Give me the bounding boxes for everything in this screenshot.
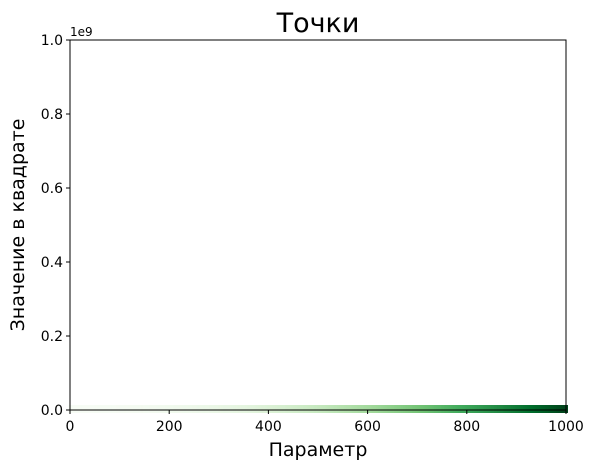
x-tick-label: 0 (66, 419, 75, 435)
x-tick-label: 1000 (548, 419, 584, 435)
y-axis-ticks: 0.0 0.2 0.4 0.6 0.8 1.0 (41, 33, 70, 419)
y-tick-label: 0.0 (41, 403, 63, 419)
x-tick-label: 200 (156, 419, 183, 435)
x-tick-label: 800 (453, 419, 480, 435)
y-tick-label: 0.8 (41, 107, 63, 123)
plot-frame (69, 39, 567, 411)
x-axis-label: Параметр (269, 439, 368, 461)
x-tick-label: 600 (354, 419, 381, 435)
chart-title: Точки (276, 8, 360, 39)
x-axis-ticks: 0 200 400 600 800 1000 (66, 410, 584, 435)
y-tick-label: 0.2 (41, 329, 63, 345)
y-tick-label: 0.4 (41, 255, 63, 271)
y-axis-label: Значение в квадрате (7, 119, 29, 332)
data-points (68, 405, 568, 413)
y-axis-offset-label: 1e9 (70, 25, 93, 39)
plot-area (70, 40, 566, 410)
x-tick-label: 400 (255, 419, 282, 435)
y-tick-label: 1.0 (41, 33, 63, 49)
y-tick-label: 0.6 (41, 181, 63, 197)
